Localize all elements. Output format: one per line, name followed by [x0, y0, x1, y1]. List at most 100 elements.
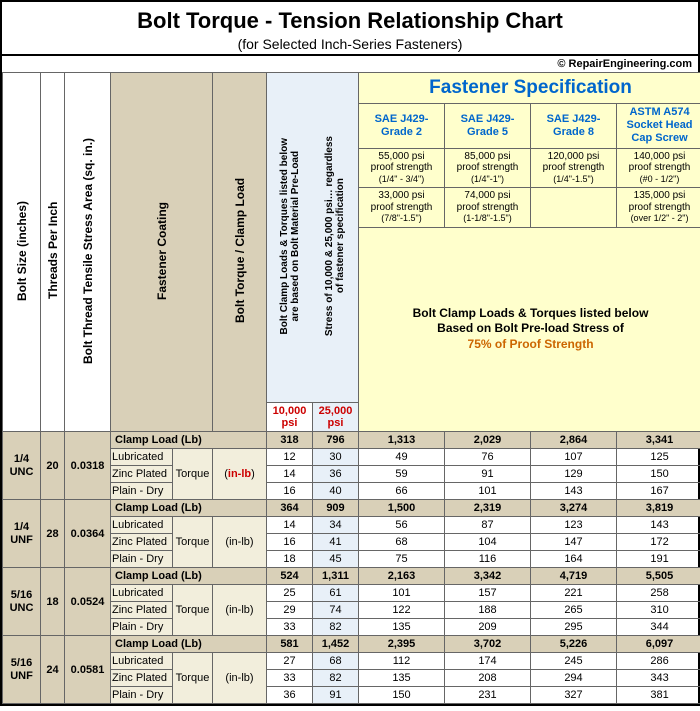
- torque-val: 27: [267, 653, 313, 670]
- torque-val: 135: [359, 670, 445, 687]
- torque-val: 208: [445, 670, 531, 687]
- tpi-cell: 24: [41, 636, 65, 704]
- coating-cell: Zinc Plated: [111, 466, 173, 483]
- torque-unit: (in-lb): [213, 585, 267, 636]
- torque-val: 143: [617, 517, 700, 534]
- area-cell: 0.0581: [65, 636, 111, 704]
- torque-label: Torque: [173, 517, 213, 568]
- torque-val: 16: [267, 534, 313, 551]
- torque-val: 16: [267, 483, 313, 500]
- clamp-val: 2,319: [445, 500, 531, 517]
- torque-val: 258: [617, 585, 700, 602]
- clamp-val: 796: [313, 432, 359, 449]
- coating-cell: Plain - Dry: [111, 619, 173, 636]
- torque-val: 135: [359, 619, 445, 636]
- torque-val: 56: [359, 517, 445, 534]
- clamp-val: 2,864: [531, 432, 617, 449]
- clamp-val: 1,311: [313, 568, 359, 585]
- clamp-val: 581: [267, 636, 313, 653]
- clamp-val: 6,097: [617, 636, 700, 653]
- grade-2: SAE J429- Grade 8: [531, 104, 617, 149]
- torque-val: 36: [313, 466, 359, 483]
- torque-val: 167: [617, 483, 700, 500]
- torque-val: 45: [313, 551, 359, 568]
- clamp-row: 5/16UNF240.0581Clamp Load (Lb)5811,4522,…: [3, 636, 700, 653]
- torque-val: 30: [313, 449, 359, 466]
- main-table: Bolt Size (inches) Threads Per Inch Bolt…: [2, 72, 700, 704]
- clamp-val: 3,342: [445, 568, 531, 585]
- torque-label: Torque: [173, 653, 213, 704]
- clamp-val: 2,163: [359, 568, 445, 585]
- torque-val: 150: [617, 466, 700, 483]
- torque-val: 265: [531, 602, 617, 619]
- torque-val: 310: [617, 602, 700, 619]
- torque-val: 295: [531, 619, 617, 636]
- psi-10k: 10,000 psi: [267, 403, 313, 432]
- torque-val: 129: [531, 466, 617, 483]
- tpi-cell: 18: [41, 568, 65, 636]
- grade-1: SAE J429- Grade 5: [445, 104, 531, 149]
- bolt-size: 1/4UNC: [3, 432, 41, 500]
- torque-val: 294: [531, 670, 617, 687]
- tpi-cell: 28: [41, 500, 65, 568]
- clamp-val: 3,819: [617, 500, 700, 517]
- title-block: Bolt Torque - Tension Relationship Chart…: [2, 2, 698, 56]
- torque-val: 14: [267, 466, 313, 483]
- clamp-val: 2,395: [359, 636, 445, 653]
- torque-val: 61: [313, 585, 359, 602]
- torque-val: 12: [267, 449, 313, 466]
- torque-label: Torque: [173, 449, 213, 500]
- torque-val: 33: [267, 670, 313, 687]
- clamp-val: 364: [267, 500, 313, 517]
- torque-unit: (in-lb): [213, 449, 267, 500]
- torque-val: 18: [267, 551, 313, 568]
- torque-val: 59: [359, 466, 445, 483]
- torque-val: 68: [359, 534, 445, 551]
- coating-cell: Lubricated: [111, 449, 173, 466]
- torque-val: 36: [267, 687, 313, 704]
- torque-val: 87: [445, 517, 531, 534]
- clamp-row: 1/4UNC200.0318Clamp Load (Lb)3187961,313…: [3, 432, 700, 449]
- torque-val: 174: [445, 653, 531, 670]
- grade-0: SAE J429- Grade 2: [359, 104, 445, 149]
- proof-cell: 74,000 psiproof strength(1-1/8"-1.5"): [445, 188, 531, 228]
- clamp-label: Clamp Load (Lb): [111, 568, 267, 585]
- torque-val: 147: [531, 534, 617, 551]
- torque-val: 231: [445, 687, 531, 704]
- clamp-row: 1/4UNF280.0364Clamp Load (Lb)3649091,500…: [3, 500, 700, 517]
- torque-val: 76: [445, 449, 531, 466]
- torque-val: 82: [313, 670, 359, 687]
- area-cell: 0.0318: [65, 432, 111, 500]
- clamp-row: 5/16UNC180.0524Clamp Load (Lb)5241,3112,…: [3, 568, 700, 585]
- torque-val: 143: [531, 483, 617, 500]
- clamp-label: Clamp Load (Lb): [111, 432, 267, 449]
- torque-val: 101: [445, 483, 531, 500]
- torque-val: 188: [445, 602, 531, 619]
- torque-val: 91: [313, 687, 359, 704]
- torque-val: 344: [617, 619, 700, 636]
- area-cell: 0.0364: [65, 500, 111, 568]
- proof-cell: 85,000 psiproof strength(1/4"-1"): [445, 148, 531, 188]
- clamp-val: 1,500: [359, 500, 445, 517]
- torque-unit: (in-lb): [213, 517, 267, 568]
- credit: © RepairEngineering.com: [2, 56, 698, 72]
- torque-unit: (in-lb): [213, 653, 267, 704]
- bolt-size: 1/4UNF: [3, 500, 41, 568]
- torque-val: 381: [617, 687, 700, 704]
- proof-cell: 135,000 psiproof strength(over 1/2" - 2"…: [617, 188, 700, 228]
- hdr-area: Bolt Thread Tensile Stress Area (sq. in.…: [79, 73, 97, 428]
- clamp-label: Clamp Load (Lb): [111, 500, 267, 517]
- coating-cell: Lubricated: [111, 585, 173, 602]
- torque-val: 91: [445, 466, 531, 483]
- torque-val: 327: [531, 687, 617, 704]
- clamp-val: 524: [267, 568, 313, 585]
- torque-val: 172: [617, 534, 700, 551]
- spec-title: Fastener Specification: [359, 73, 700, 104]
- hdr-note: Bolt Clamp Loads & Torques listed below …: [278, 134, 302, 339]
- coating-cell: Lubricated: [111, 517, 173, 534]
- torque-val: 286: [617, 653, 700, 670]
- torque-val: 66: [359, 483, 445, 500]
- coating-cell: Plain - Dry: [111, 551, 173, 568]
- clamp-val: 3,702: [445, 636, 531, 653]
- torque-val: 14: [267, 517, 313, 534]
